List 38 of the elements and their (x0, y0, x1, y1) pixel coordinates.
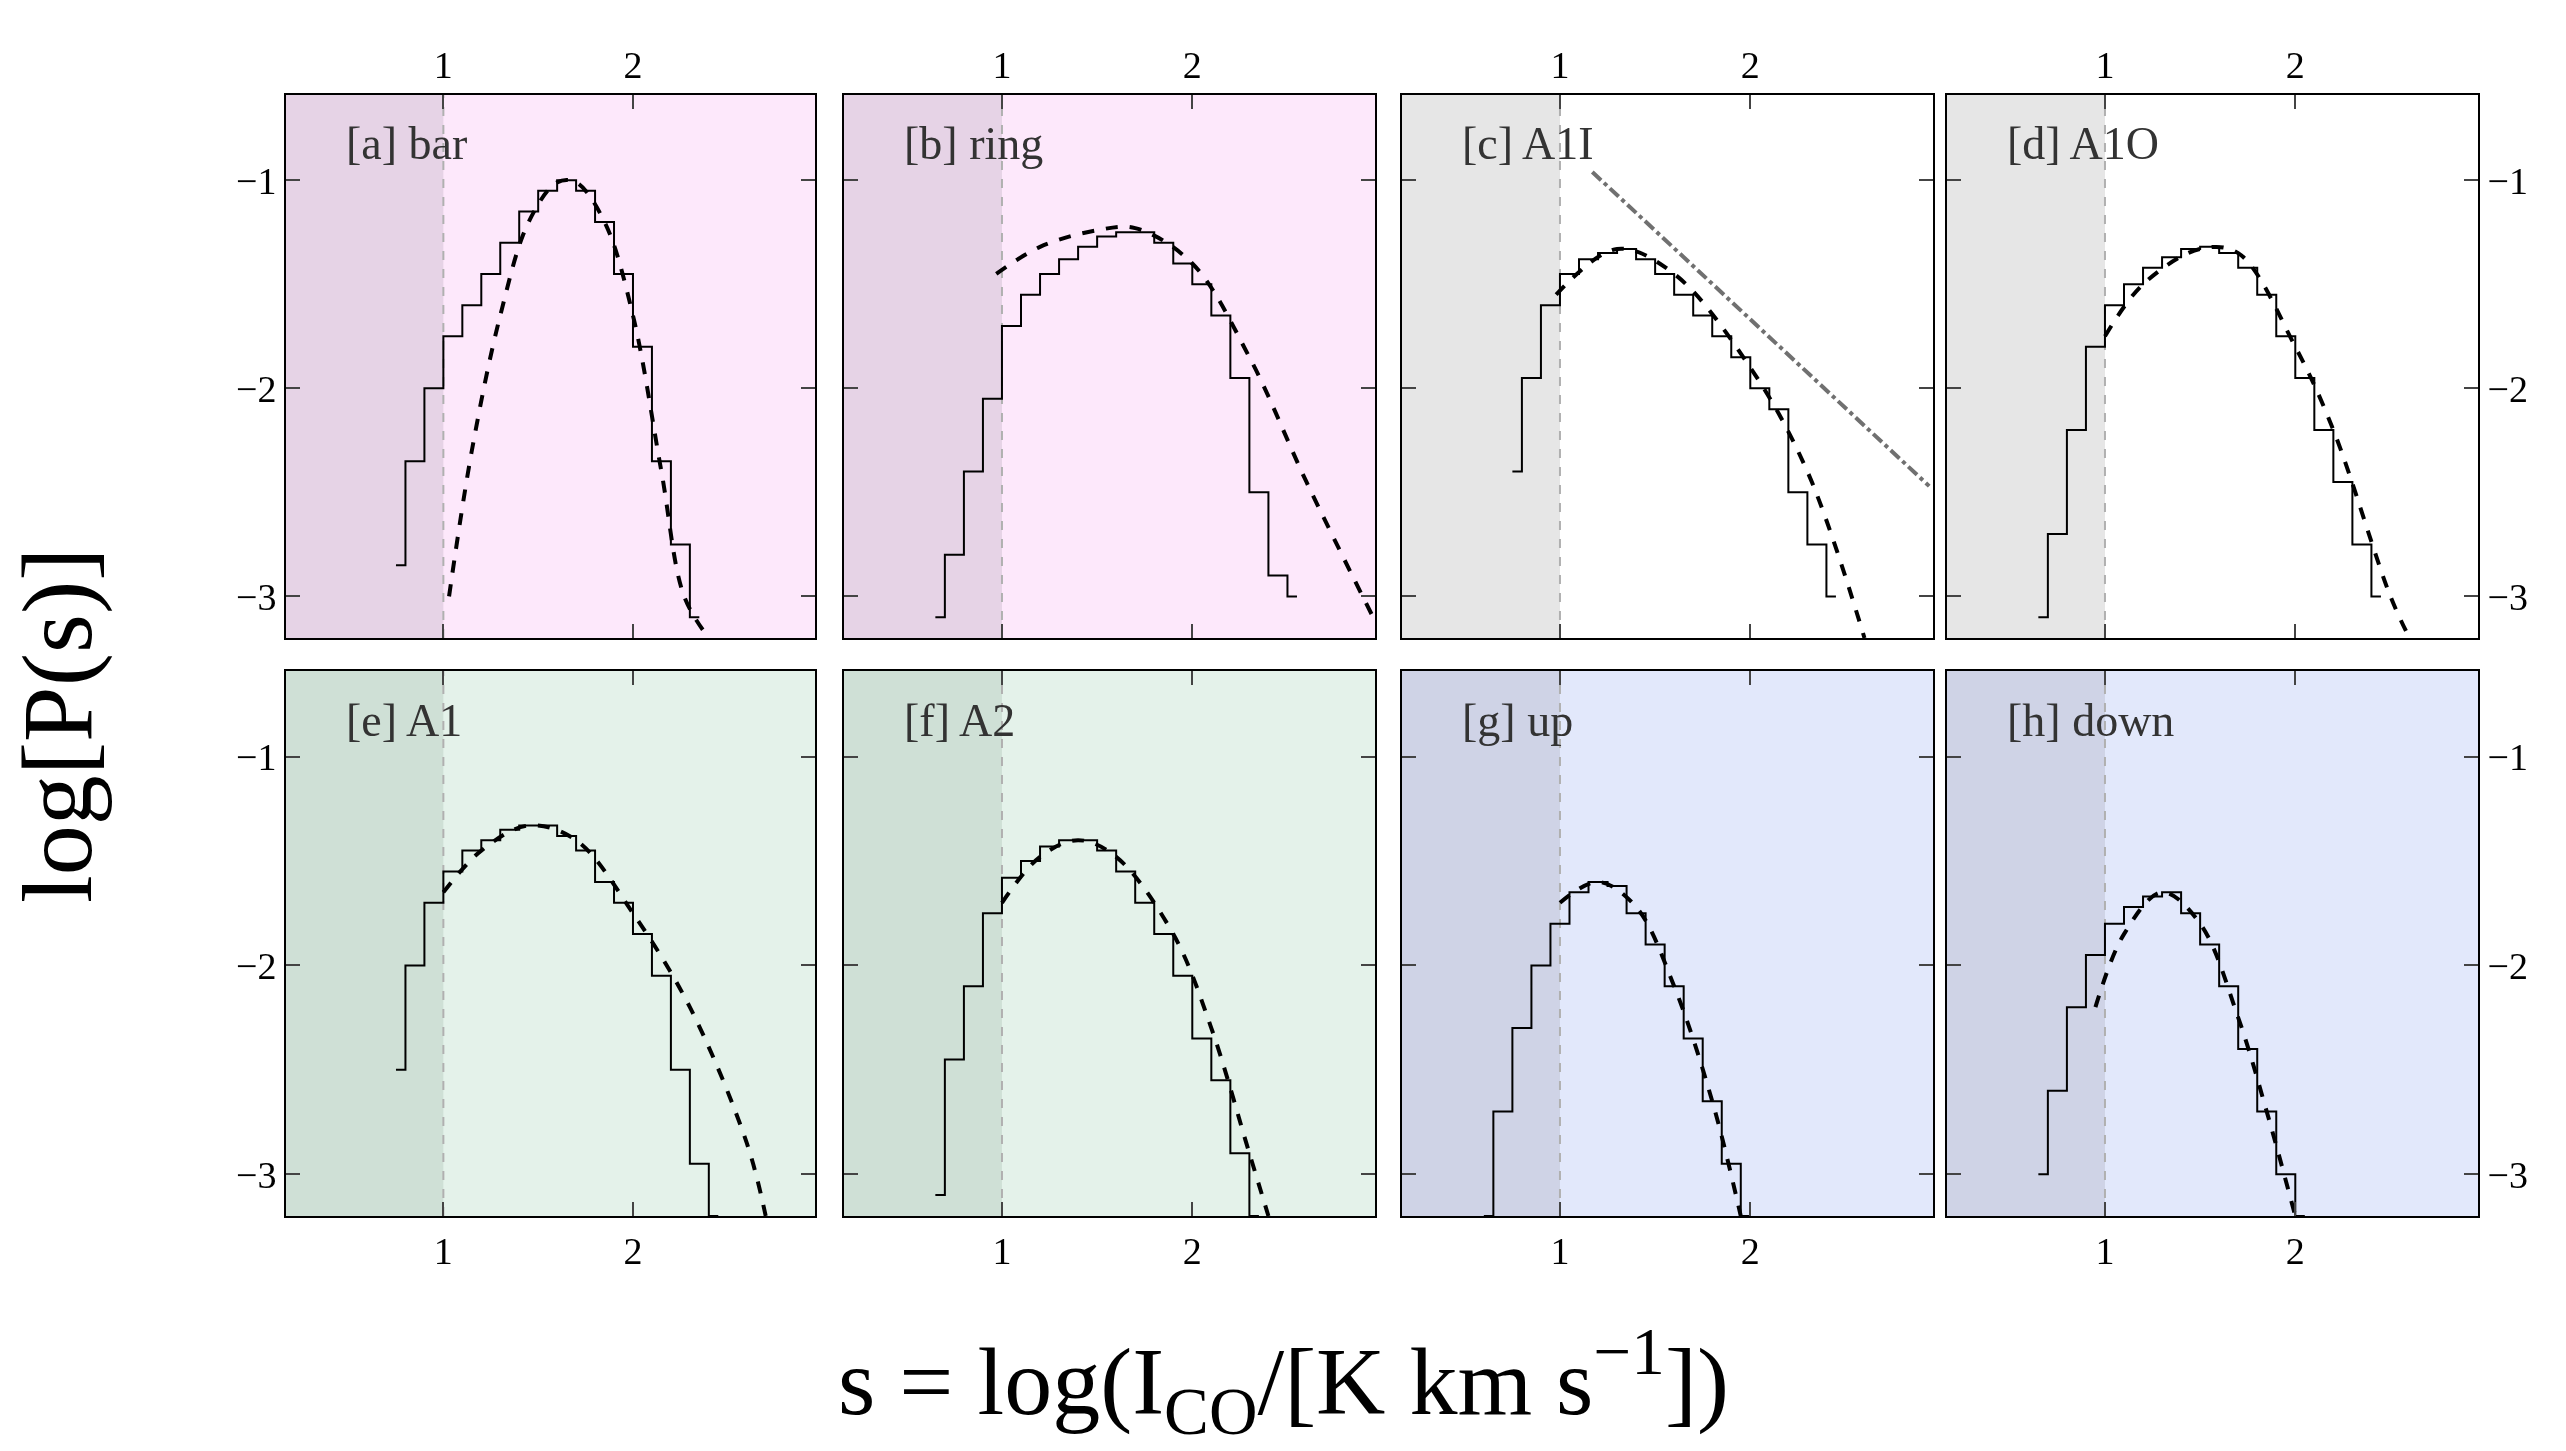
x-tick-label: 1 (992, 1229, 1012, 1272)
annotation: [d] A1O (2007, 118, 2160, 169)
x-tick-label: 2 (623, 1229, 643, 1272)
y-tick-label: −2 (2487, 367, 2529, 410)
x-tick-label: 2 (2285, 1229, 2305, 1272)
y-tick-label: −2 (235, 944, 277, 987)
y-tick-label: −1 (235, 735, 277, 778)
x-tick-label: 2 (623, 43, 643, 86)
x-axis-title: s = log(I$_{CO}$/[K km s$^{−1}$]) (838, 1314, 1729, 1450)
x-tick-label: 1 (992, 43, 1012, 86)
y-tick-label: −2 (235, 367, 277, 410)
x-tick-label: 1 (1550, 43, 1570, 86)
x-tick-label: 2 (1740, 1229, 1760, 1272)
annotation: [h] down (2007, 695, 2175, 746)
annotation: [e] A1 (346, 695, 463, 746)
x-tick-label: 1 (433, 43, 453, 86)
x-tick-label: 2 (1182, 43, 1202, 86)
x-tick-label: 2 (2285, 43, 2305, 86)
annotation: [c] A1I (1462, 118, 1594, 169)
annotation: [a] bar (346, 118, 468, 169)
annotation: [b] ring (904, 118, 1044, 169)
annotation: [f] A2 (904, 695, 1016, 746)
y-tick-label: −3 (235, 575, 277, 618)
x-tick-label: 1 (433, 1229, 453, 1272)
y-axis-title: log[P(s)] (2, 547, 113, 903)
y-tick-label: −3 (2487, 575, 2529, 618)
y-tick-label: −1 (2487, 735, 2529, 778)
y-tick-label: −1 (2487, 159, 2529, 202)
y-tick-label: −1 (235, 159, 277, 202)
x-tick-label: 1 (2095, 1229, 2115, 1272)
x-tick-label: 2 (1182, 1229, 1202, 1272)
x-tick-label: 1 (1550, 1229, 1570, 1272)
x-tick-label: 2 (1740, 43, 1760, 86)
y-tick-label: −3 (2487, 1153, 2529, 1196)
x-tick-label: 1 (2095, 43, 2115, 86)
annotation: [g] up (1462, 695, 1574, 746)
y-tick-label: −2 (2487, 944, 2529, 987)
y-tick-label: −3 (235, 1153, 277, 1196)
